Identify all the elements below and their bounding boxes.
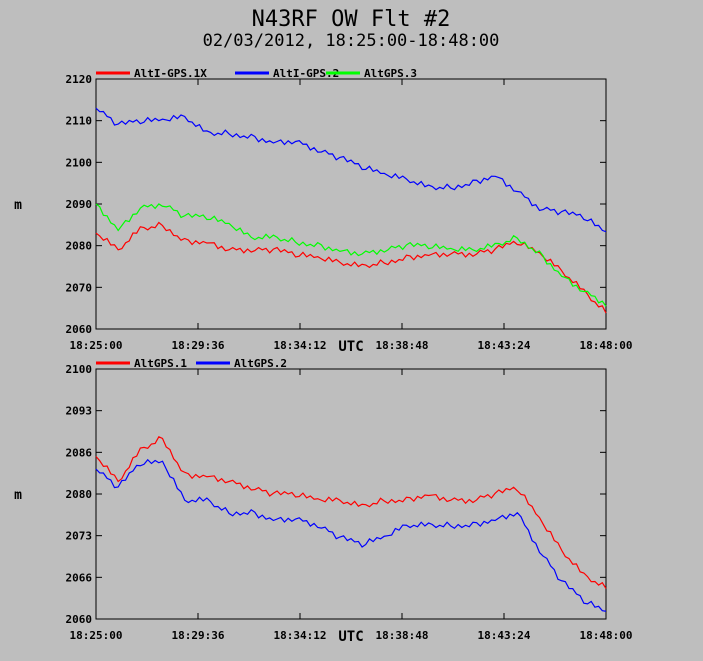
y-tick-label: 2110 — [66, 115, 93, 128]
series-line-3 — [95, 203, 607, 307]
y-tick-label: 2093 — [66, 405, 93, 418]
y-tick-label: 2086 — [66, 446, 93, 459]
y-tick-label: 2080 — [66, 240, 93, 253]
legend-label: AltGPS.3 — [364, 67, 417, 80]
plot-frame — [95, 368, 607, 620]
legend-label: AltGPS.1 — [134, 357, 187, 370]
plot-frame — [95, 78, 607, 330]
chart-subtitle: 02/03/2012, 18:25:00-18:48:00 — [203, 31, 500, 51]
series-line-2 — [95, 458, 607, 612]
y-tick-label: 2100 — [66, 363, 93, 376]
bottom-panel: 2060 2066 2073 2080 2086 2093 2100 18:25:00 18:2… — [14, 357, 632, 645]
y-tick-label: 2073 — [66, 530, 93, 543]
x-tick-label: 18:43:24 — [478, 339, 531, 352]
y-tick-label: 2080 — [66, 488, 93, 501]
y-tick-label: 2060 — [66, 613, 93, 626]
x-tick-label: 18:48:00 — [580, 629, 633, 642]
chart-title: N43RF OW Flt #2 — [252, 7, 451, 32]
x-tick-label: 18:25:00 — [70, 339, 123, 352]
x-tick-label: 18:29:36 — [172, 339, 225, 352]
x-tick-label: 18:38:48 — [376, 629, 429, 642]
y-tick-label: 2066 — [66, 571, 93, 584]
x-tick-label: 18:48:00 — [580, 339, 633, 352]
legend-label: AltGPS.2 — [234, 357, 287, 370]
y-tick-label: 2090 — [66, 198, 93, 211]
series-line-1 — [95, 221, 607, 314]
y-axis-label: m — [14, 198, 22, 213]
y-tick-label: 2060 — [66, 323, 93, 336]
legend-label: AltI-GPS.1X — [134, 67, 207, 80]
series-line-2 — [95, 107, 607, 233]
x-tick-label: 18:43:24 — [478, 629, 531, 642]
x-tick-label: 18:29:36 — [172, 629, 225, 642]
x-tick-label: 18:34:12 — [274, 339, 327, 352]
y-axis-label: m — [14, 488, 22, 503]
x-tick-label: 18:34:12 — [274, 629, 327, 642]
x-axis-label: UTC — [338, 339, 363, 355]
x-tick-label: 18:38:48 — [376, 339, 429, 352]
x-axis-label: UTC — [338, 629, 363, 645]
y-tick-label: 2070 — [66, 281, 93, 294]
x-tick-label: 18:25:00 — [70, 629, 123, 642]
legend-label: AltI-GPS.2 — [273, 67, 339, 80]
y-tick-label: 2120 — [66, 73, 93, 86]
series-line-1 — [95, 436, 607, 589]
y-tick-label: 2100 — [66, 156, 93, 169]
top-panel: 2060 2070 2080 2090 2100 2110 2120 18:25:00 18:2… — [14, 67, 632, 355]
